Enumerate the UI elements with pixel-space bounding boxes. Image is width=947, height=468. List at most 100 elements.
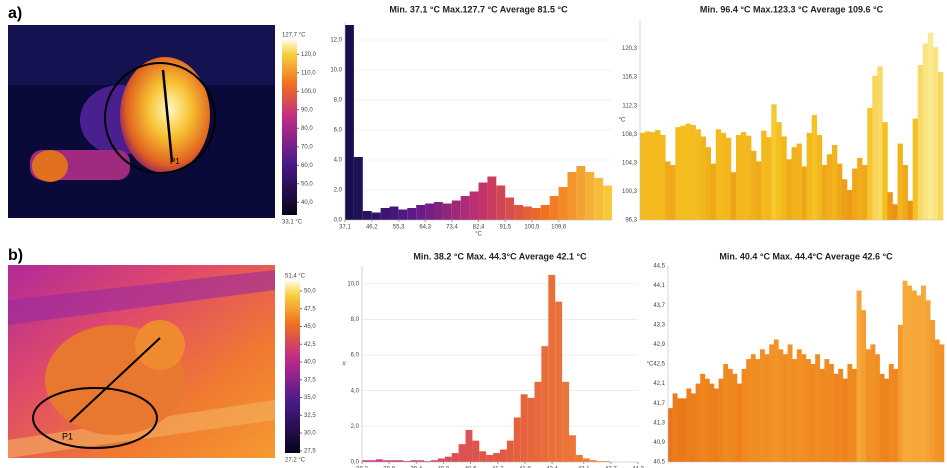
profile-bar <box>852 168 858 220</box>
thermal-image: P1 <box>8 25 275 218</box>
profile-bar <box>665 161 671 220</box>
x-tick-label: 41,2 <box>492 467 504 468</box>
profile-bar <box>725 137 732 220</box>
histogram-bar <box>558 187 568 220</box>
y-tick-label: 4,0 <box>334 158 343 164</box>
profile-bar <box>718 378 724 462</box>
profile-bar <box>755 359 761 462</box>
point-label: P1 <box>170 157 180 166</box>
histogram-bar <box>540 205 550 220</box>
histogram-bar <box>434 202 443 220</box>
y-tick-label: 10,0 <box>347 281 359 287</box>
y-tick-label: 108,3 <box>622 132 638 138</box>
profile-bar <box>640 132 646 220</box>
profile-bar <box>911 290 917 462</box>
profile-bar <box>730 172 737 220</box>
profile-bar <box>806 132 812 220</box>
y-tick-label: 42,5 <box>653 362 665 368</box>
histogram-bar <box>407 208 417 220</box>
colorbar-tick-label: 32,5 <box>304 413 316 419</box>
y-tick-label: 8,0 <box>351 317 360 323</box>
histogram-bar <box>425 203 434 220</box>
profile-bar <box>898 324 903 462</box>
x-tick-label: 73,4 <box>446 225 458 231</box>
profile-bar <box>714 388 719 462</box>
profile-bar <box>720 132 727 220</box>
colorbar-tick-label: 50,0 <box>304 289 316 295</box>
histogram-bar <box>569 435 576 462</box>
x-tick-label: 41,8 <box>519 467 531 468</box>
profile-bar <box>791 147 797 220</box>
profile-bar <box>888 364 894 462</box>
x-tick-label: 40,6 <box>465 467 477 468</box>
histogram-bar <box>596 461 604 462</box>
histogram-bar <box>403 461 411 462</box>
histogram-bar <box>548 274 556 462</box>
y-tick-label: 6,0 <box>351 353 360 359</box>
histogram-bar <box>585 172 595 220</box>
histogram-bar <box>345 25 354 220</box>
histogram-bar <box>514 205 523 220</box>
profile-bar <box>750 354 756 462</box>
histogram-bar <box>437 458 445 462</box>
histogram-bar <box>362 460 369 462</box>
profile-bar <box>842 378 848 462</box>
histogram-bar <box>417 460 425 462</box>
colorbar-tick-label: 70,0 <box>301 144 313 150</box>
profile-bar <box>783 354 788 462</box>
histogram-bar <box>534 381 542 462</box>
profile-bar <box>912 118 919 220</box>
histogram-bar <box>451 453 459 462</box>
profile-bar <box>811 115 818 220</box>
histogram-bar <box>371 212 381 220</box>
colorbar <box>282 40 297 215</box>
y-tick-label: 104,3 <box>622 160 638 166</box>
histogram-bar <box>368 460 376 462</box>
x-tick-label: 91,5 <box>499 225 511 231</box>
profile-bar <box>867 107 873 220</box>
profile-bar <box>902 280 908 462</box>
x-tick-label: 38,2 <box>356 467 368 468</box>
y-tick-label: 40,5 <box>653 460 665 466</box>
histogram-bar <box>424 461 431 462</box>
colorbar-tick-label: 80,0 <box>301 126 313 132</box>
x-tick-label: 43,1 <box>578 467 590 468</box>
colorbar-tick-label: 100,0 <box>301 89 317 95</box>
histogram-bar <box>410 460 418 462</box>
profile-bar <box>821 165 828 220</box>
profile-bar <box>816 135 823 220</box>
y-tick-label: 41,7 <box>653 401 665 407</box>
x-axis-label: °C <box>475 232 482 238</box>
profile-bar <box>829 364 834 462</box>
profile-bar <box>796 349 802 462</box>
profile-bar <box>690 125 696 220</box>
profile-bar <box>838 368 844 462</box>
profile-bar <box>746 359 752 462</box>
histogram-bar <box>479 451 487 462</box>
y-tick-label: 10,0 <box>330 68 342 74</box>
y-tick-label: 6,0 <box>334 128 343 134</box>
profile-bar <box>769 344 775 462</box>
profile-bar <box>893 368 899 462</box>
colorbar-min-label: 33,1 °C <box>282 220 303 226</box>
histogram-bar <box>513 417 521 462</box>
histogram-bar <box>576 166 586 220</box>
profile-bar <box>672 393 678 462</box>
x-tick-label: 42,4 <box>546 467 558 468</box>
profile-bar <box>907 285 913 462</box>
profile-bar <box>852 368 857 462</box>
profile-bar <box>709 383 715 462</box>
x-tick-label: 55,3 <box>393 225 405 231</box>
histogram-bar <box>506 440 514 462</box>
profile-bar <box>695 129 701 220</box>
profile-bar <box>710 163 717 220</box>
histogram-bar <box>442 203 452 220</box>
x-tick-label: 38,8 <box>383 467 395 468</box>
y-tick-label: 44,1 <box>653 283 665 289</box>
profile-bar <box>773 339 779 462</box>
profile-bar <box>892 204 898 220</box>
profile-bar <box>937 72 944 221</box>
histogram-bar <box>594 178 604 220</box>
y-tick-label: 112,3 <box>622 103 637 109</box>
